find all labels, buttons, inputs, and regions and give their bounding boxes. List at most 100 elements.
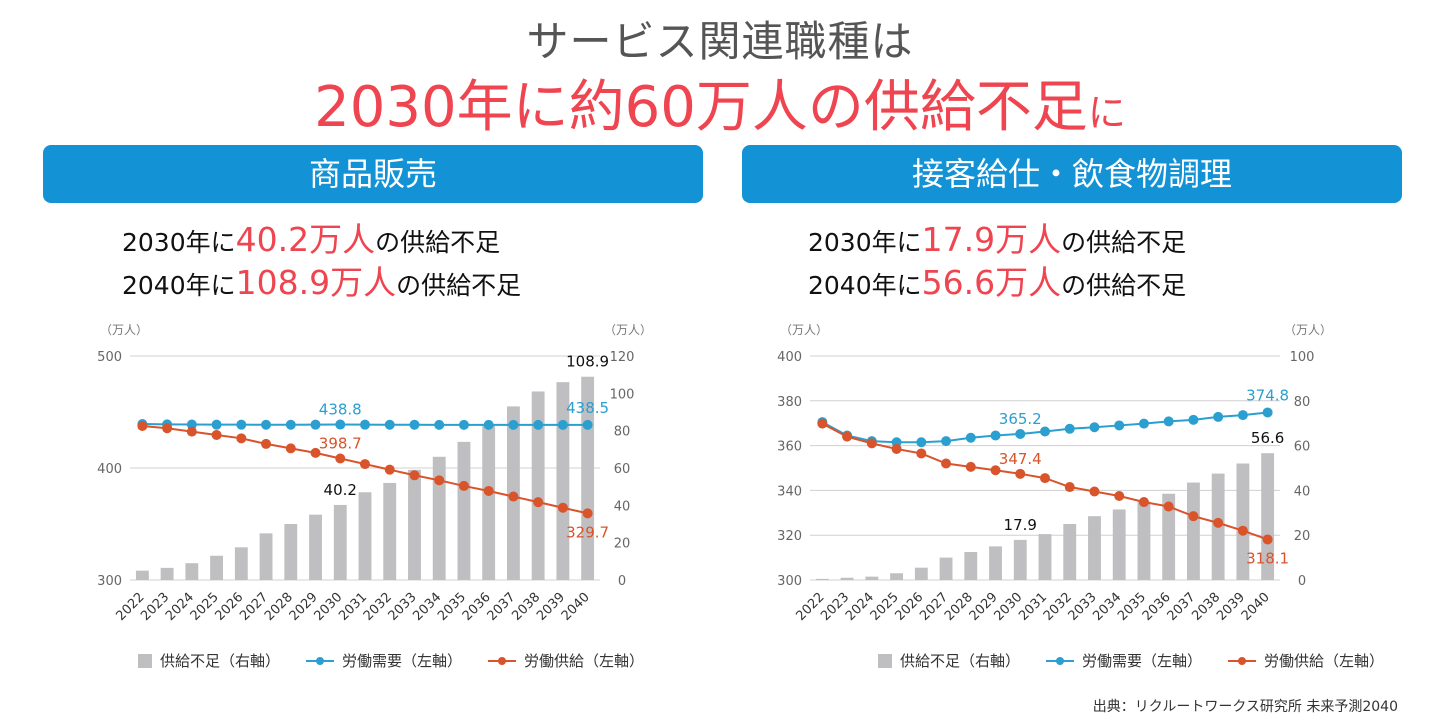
summary-prefix: 2030年に xyxy=(122,228,236,257)
point-demand xyxy=(1163,416,1174,427)
summary-prefix: 2030年に xyxy=(808,228,922,257)
point-supply xyxy=(310,447,321,458)
point-supply xyxy=(866,438,877,449)
point-demand xyxy=(508,419,519,430)
point-demand xyxy=(1089,422,1100,433)
point-demand xyxy=(310,419,321,430)
right-axis-unit: （万人） xyxy=(604,323,652,337)
point-demand xyxy=(941,436,952,447)
summary-suffix: の供給不足 xyxy=(1061,228,1187,257)
legend-item-demand: 労働需要（左軸） xyxy=(1046,650,1202,671)
summary-highlight: 17.9万人 xyxy=(921,220,1062,259)
point-supply xyxy=(533,497,544,508)
point-supply xyxy=(1188,511,1199,522)
right-tick-label: 40 xyxy=(1294,484,1311,499)
left-tick-label: 300 xyxy=(777,574,802,589)
left-axis-unit: （万人） xyxy=(780,323,828,337)
right-tick-label: 60 xyxy=(1294,440,1311,455)
legend-item-supply: 労働供給（左軸） xyxy=(488,650,644,671)
legend-service: 供給不足（右軸） 労働需要（左軸） 労働供給（左軸） xyxy=(878,650,1384,671)
point-demand xyxy=(1040,426,1050,437)
bar-shortage xyxy=(1162,493,1176,580)
x-tick-label: 2040 xyxy=(1239,590,1273,624)
right-tick-label: 0 xyxy=(1298,574,1306,589)
bar-shortage xyxy=(1088,516,1101,580)
legend-label: 労働供給（左軸） xyxy=(1264,652,1385,670)
bar-shortage xyxy=(989,546,1002,580)
data-label: 17.9 xyxy=(1004,516,1037,534)
headline-suffix: に xyxy=(1087,91,1126,135)
right-tick-label: 40 xyxy=(614,499,631,514)
bar-shortage xyxy=(531,391,545,580)
right-tick-label: 100 xyxy=(1290,350,1315,365)
point-supply xyxy=(990,465,1001,476)
bar-shortage xyxy=(914,567,928,580)
legend-line-swatch xyxy=(306,654,335,668)
summary-prefix: 2040年に xyxy=(122,271,236,300)
bar-shortage xyxy=(383,482,397,580)
bar-shortage xyxy=(1038,534,1052,580)
point-supply xyxy=(582,508,593,519)
left-tick-label: 320 xyxy=(777,529,802,544)
legend-item-shortage: 供給不足（右軸） xyxy=(138,650,280,671)
right-tick-label: 20 xyxy=(614,537,631,552)
point-supply xyxy=(409,470,420,481)
right-tick-label: 120 xyxy=(610,350,635,365)
point-demand xyxy=(458,419,469,430)
point-demand xyxy=(236,419,247,430)
point-supply xyxy=(162,423,173,434)
legend-line-swatch xyxy=(488,654,517,668)
legend-bar-swatch xyxy=(878,653,892,668)
source-note: 出典：リクルートワークス研究所 未来予測2040 xyxy=(1092,699,1398,715)
headline-line1: サービス関連職種は xyxy=(526,17,914,66)
right-tick-label: 80 xyxy=(614,425,631,440)
point-supply xyxy=(458,480,469,491)
point-supply xyxy=(891,443,902,454)
right-tick-label: 80 xyxy=(1294,395,1311,410)
point-demand xyxy=(916,437,927,448)
right-tick-label: 20 xyxy=(1294,529,1311,544)
data-label: 438.8 xyxy=(319,401,362,419)
data-label: 108.9 xyxy=(566,353,609,371)
legend-item-supply: 労働供給（左軸） xyxy=(1228,650,1384,671)
point-supply xyxy=(965,461,976,472)
point-supply xyxy=(1237,525,1248,536)
data-label: 329.7 xyxy=(566,523,609,541)
data-label: 347.4 xyxy=(999,450,1042,468)
point-demand xyxy=(483,419,494,430)
point-demand xyxy=(186,419,197,430)
left-axis-unit: （万人） xyxy=(100,323,148,337)
summary-suffix: の供給不足 xyxy=(375,228,501,257)
panel-header-sales: 商品販売 xyxy=(43,145,703,203)
legend-sales: 供給不足（右軸） 労働需要（左軸） 労働供給（左軸） xyxy=(138,650,644,671)
point-demand xyxy=(360,419,370,430)
x-tick-label: 2040 xyxy=(559,590,593,624)
point-demand xyxy=(965,432,976,443)
legend-item-demand: 労働需要（左軸） xyxy=(306,650,462,671)
bar-shortage xyxy=(890,573,904,580)
point-supply xyxy=(384,464,395,475)
point-supply xyxy=(941,458,952,469)
point-demand xyxy=(1138,418,1149,429)
data-label: 374.8 xyxy=(1246,386,1289,404)
point-supply xyxy=(434,475,445,486)
legend-label: 労働需要（左軸） xyxy=(1082,652,1203,670)
bar-shortage xyxy=(135,570,149,580)
legend-line-swatch xyxy=(1228,654,1257,668)
legend-bar-swatch xyxy=(138,653,152,668)
point-supply xyxy=(335,453,346,464)
left-tick-label: 400 xyxy=(777,350,802,365)
summary-service: 2030年に17.9万人の供給不足 2040年に56.6万人の供給不足 xyxy=(808,220,1186,306)
bar-shortage xyxy=(556,382,570,580)
right-tick-label: 60 xyxy=(614,462,631,477)
point-demand xyxy=(1213,411,1224,422)
summary-highlight: 40.2万人 xyxy=(235,220,376,259)
point-demand xyxy=(582,419,593,430)
bar-shortage xyxy=(1236,463,1250,580)
point-demand xyxy=(1064,423,1075,434)
summary-line: 2040年に56.6万人の供給不足 xyxy=(808,263,1186,306)
point-supply xyxy=(1015,468,1026,479)
right-axis-unit: （万人） xyxy=(1284,323,1332,337)
